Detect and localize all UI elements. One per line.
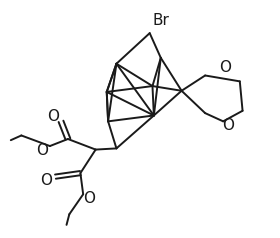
Text: O: O [40, 173, 52, 188]
Text: O: O [83, 191, 95, 206]
Text: Br: Br [152, 13, 169, 28]
Text: O: O [222, 118, 234, 133]
Text: O: O [36, 143, 48, 158]
Text: O: O [47, 109, 59, 124]
Text: O: O [220, 60, 231, 75]
